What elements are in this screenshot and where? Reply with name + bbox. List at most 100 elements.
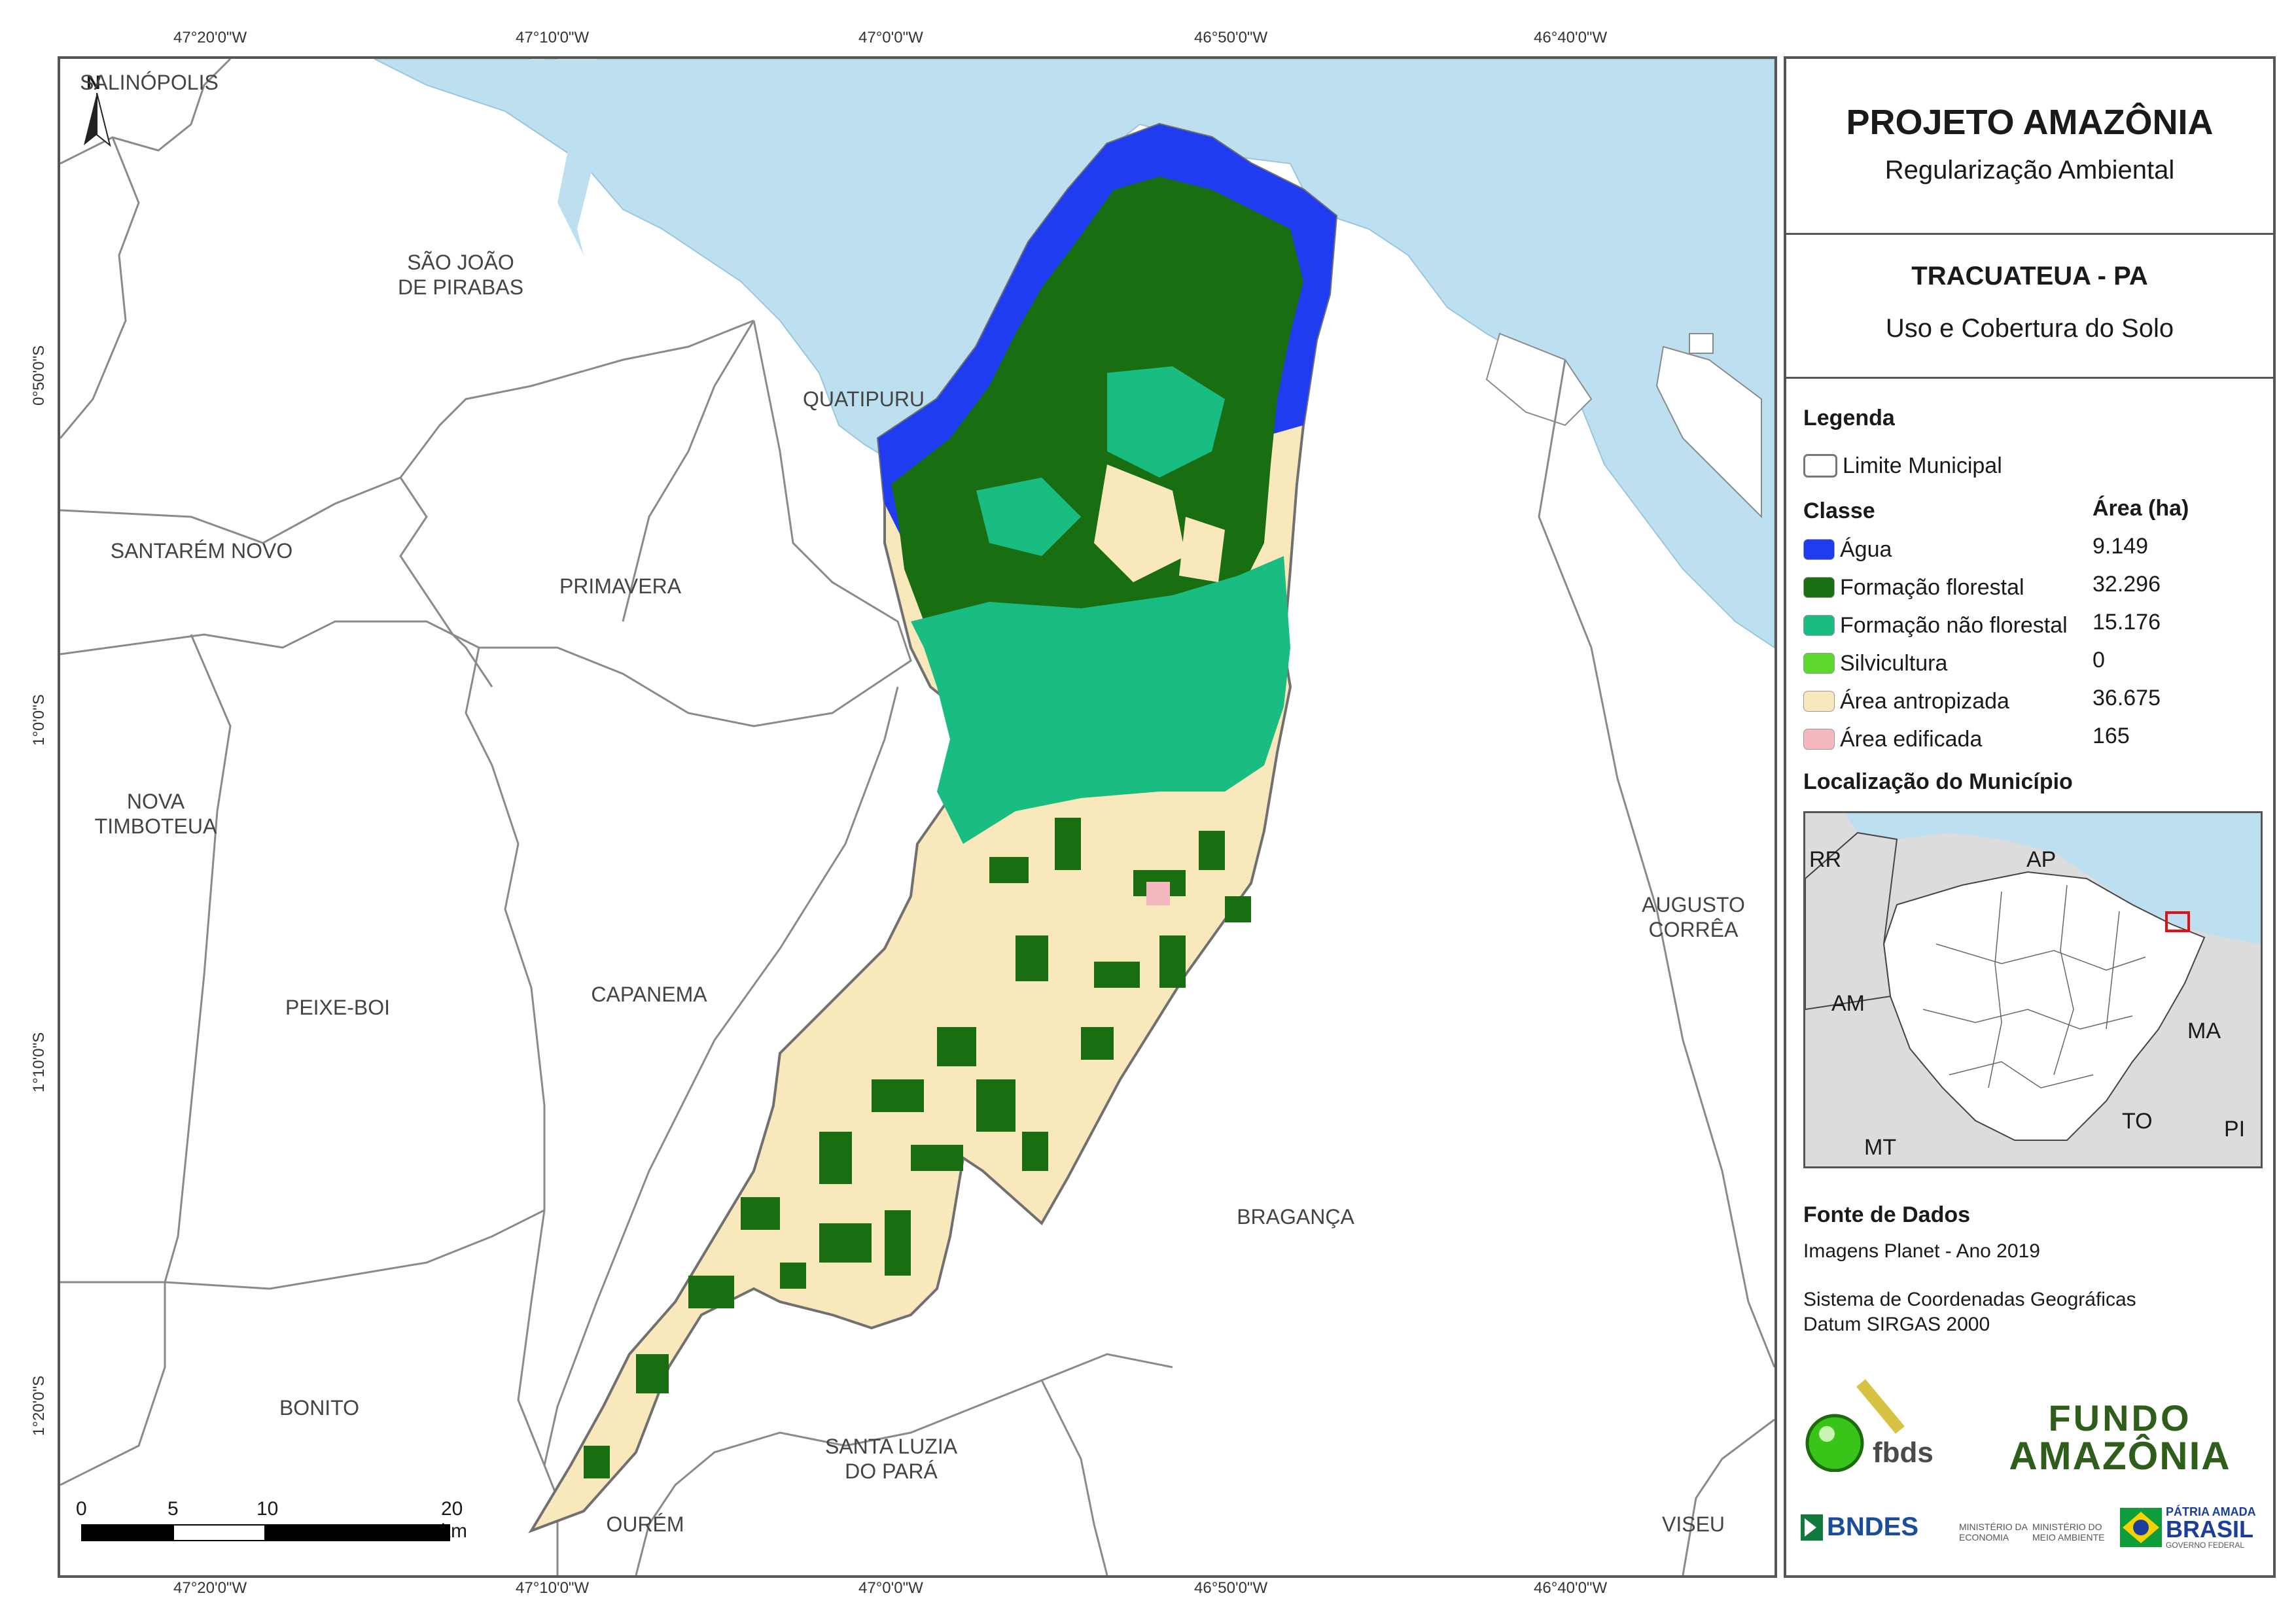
inset-label-to: TO [2122, 1109, 2153, 1134]
label-sao-joao: SÃO JOÃO DE PIRABAS [397, 251, 524, 299]
min-ambiente-text: MINISTÉRIO DO MEIO AMBIENTE [2032, 1522, 2105, 1543]
formacao-nao-florestal-label: Formação não florestal [1840, 612, 2068, 638]
scale-bar: 0 5 10 20 km [76, 1498, 482, 1550]
project-subtitle: Regularização Ambiental [1884, 156, 2175, 184]
area-antropizada-label: Área antropizada [1840, 688, 2009, 714]
left-tick-2: 1°0'0"S [30, 694, 48, 746]
bndes-logo: BNDES [1801, 1512, 1918, 1542]
limit-swatch [1803, 454, 1837, 478]
location-marker [2165, 911, 2190, 932]
info-panel: PROJETO AMAZÔNIA Regularização Ambiental… [1784, 56, 2276, 1578]
sources-heading: Fonte de Dados [1803, 1202, 1971, 1227]
patria-line-2: BRASIL [2166, 1516, 2253, 1543]
top-tick-1: 47°20'0"W [173, 29, 247, 46]
area-edificada-area: 165 [2093, 724, 2130, 748]
crs-line-2: Datum SIRGAS 2000 [1803, 1314, 1990, 1335]
north-label: N [86, 72, 101, 94]
map-canvas [60, 59, 1775, 1575]
label-santarem-novo: SANTARÉM NOVO [110, 539, 293, 563]
inset-label-ma: MA [2187, 1019, 2221, 1043]
area-edificada-label: Área edificada [1840, 726, 1983, 752]
class-heading: Classe [1803, 498, 1875, 523]
legend-limit: Limite Municipal [1803, 453, 2002, 479]
scale-label-10: 10 [256, 1498, 279, 1520]
patria-line-3: GOVERNO FEDERAL [2166, 1541, 2245, 1550]
ocean-island [1689, 333, 1714, 354]
silvicultura-area: 0 [2093, 648, 2105, 672]
top-tick-2: 47°10'0"W [516, 29, 590, 46]
scale-label-0: 0 [76, 1498, 87, 1520]
bottom-tick-2: 47°10'0"W [516, 1579, 590, 1597]
source-line: Imagens Planet - Ano 2019 [1803, 1240, 2040, 1262]
legend-formacao-nao-florestal: Formação não florestal [1803, 612, 2068, 638]
left-tick-3: 1°10'0"S [30, 1032, 48, 1092]
top-tick-5: 46°40'0"W [1534, 29, 1608, 46]
fundo-amazonia-logo: FUNDO AMAZÔNIA [1983, 1400, 2257, 1476]
left-tick-1: 0°50'0"S [30, 345, 48, 406]
label-primavera: PRIMAVERA [559, 574, 682, 598]
crs-line-1: Sistema de Coordenadas Geográficas [1803, 1289, 2136, 1310]
fbds-logo: fbds [1802, 1374, 1959, 1472]
estuary [793, 79, 845, 255]
area-antropizada-swatch [1803, 691, 1835, 712]
silvicultura-swatch [1803, 653, 1835, 674]
inset-label-mt: MT [1864, 1135, 1897, 1160]
label-quatipuru: QUATIPURU [802, 387, 925, 411]
top-tick-4: 46°50'0"W [1194, 29, 1268, 46]
location-heading: Localização do Município [1803, 769, 2073, 794]
legend-area-antropizada: Área antropizada [1803, 688, 2009, 714]
formacao-nao-florestal-area: 15.176 [2093, 610, 2161, 635]
agua-swatch [1803, 539, 1835, 560]
legend-area-edificada: Área edificada [1803, 726, 1982, 752]
inset-label-ap: AP [2026, 847, 2057, 872]
legend-silvicultura: Silvicultura [1803, 650, 1947, 676]
min-economia-text: MINISTÉRIO DA ECONOMIA [1959, 1522, 2028, 1543]
map-frame[interactable]: N SALINÓPOLIS SÃO JOÃO DE PIRABAS QUATIP… [58, 56, 1777, 1578]
project-title: PROJETO AMAZÔNIA [1846, 103, 2214, 142]
estuary [557, 59, 597, 255]
formacao-nao-florestal-swatch [1803, 615, 1835, 636]
fbds-mark [1805, 1379, 1905, 1472]
tracuateua-polygon [528, 122, 1338, 1533]
label-braganca: BRAGANÇA [1237, 1205, 1354, 1229]
left-tick-4: 1°20'0"S [30, 1375, 48, 1436]
label-viseu: VISEU [1661, 1512, 1725, 1536]
label-nova-timboteua: NOVA TIMBOTEUA [94, 790, 217, 838]
label-ourem: OURÉM [606, 1512, 684, 1536]
formacao-florestal-label: Formação florestal [1840, 574, 2024, 600]
label-peixe-boi: PEIXE-BOI [285, 996, 391, 1019]
north-arrow: N [77, 72, 116, 150]
bottom-tick-4: 46°50'0"W [1194, 1579, 1268, 1597]
bottom-tick-5: 46°40'0"W [1534, 1579, 1608, 1597]
inset-label-rr: RR [1809, 847, 1842, 872]
map-theme: Uso e Cobertura do Solo [1885, 314, 2174, 343]
label-capanema: CAPANEMA [591, 983, 707, 1006]
legend-heading: Legenda [1803, 406, 1895, 430]
legend-agua: Água [1803, 536, 1892, 563]
municipality-name: TRACUATEUA - PA [1911, 262, 2148, 290]
bottom-tick-1: 47°20'0"W [173, 1579, 247, 1597]
north-arrow-icon [84, 93, 111, 147]
ocean-island [1655, 345, 1762, 519]
agua-label: Água [1840, 536, 1892, 562]
area-antropizada-area: 36.675 [2093, 686, 2161, 710]
title-section: PROJETO AMAZÔNIA Regularização Ambiental [1786, 59, 2273, 235]
silvicultura-label: Silvicultura [1840, 650, 1948, 676]
municipal-boundaries [60, 59, 1775, 1575]
amazonia-text: AMAZÔNIA [2009, 1434, 2231, 1478]
agua-area: 9.149 [2093, 534, 2149, 559]
inset-canvas [1805, 813, 2261, 1141]
legend-formacao-florestal: Formação florestal [1803, 574, 2024, 601]
area-edificada-swatch [1803, 729, 1835, 750]
bndes-text: BNDES [1827, 1512, 1919, 1541]
label-bonito: BONITO [279, 1396, 360, 1420]
municipality-section: TRACUATEUA - PA Uso e Cobertura do Solo [1786, 233, 2273, 379]
fbds-text: fbds [1873, 1437, 1934, 1469]
location-inset-map[interactable]: RR AP AM MA MT TO PI [1803, 811, 2263, 1168]
top-tick-3: 47°0'0"W [858, 29, 923, 46]
formacao-florestal-swatch [1803, 577, 1835, 598]
bottom-tick-3: 47°0'0"W [858, 1579, 923, 1597]
estuary [525, 59, 557, 144]
limit-label: Limite Municipal [1843, 453, 2002, 478]
formacao-florestal-area: 32.296 [2093, 572, 2161, 597]
